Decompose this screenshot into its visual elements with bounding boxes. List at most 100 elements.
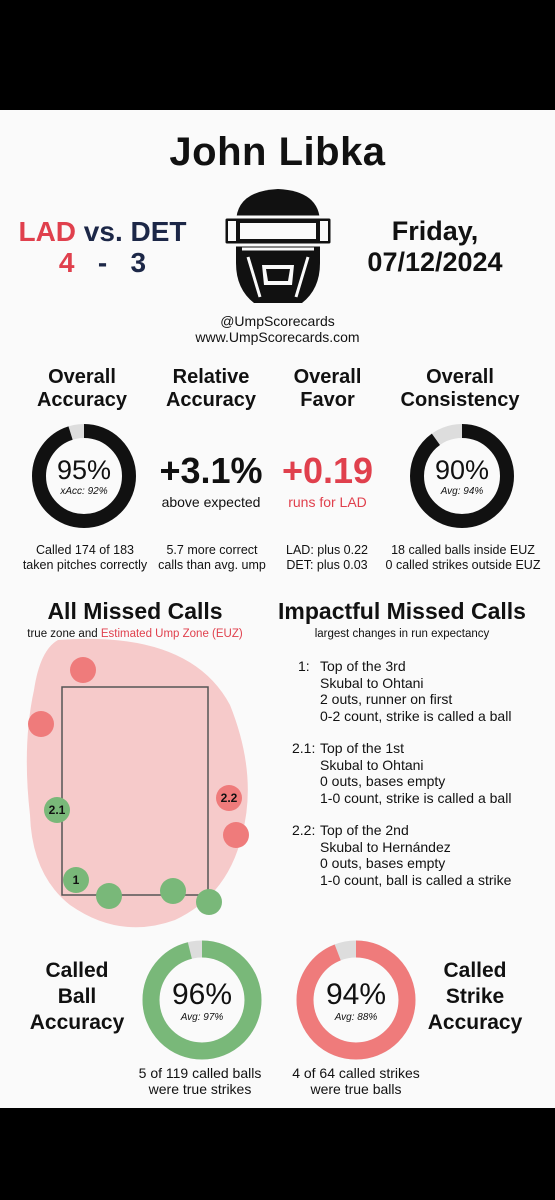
umpire-mask-icon — [222, 189, 334, 303]
heading-line: Overall — [293, 366, 362, 388]
call-line: 2 outs, runner on first — [320, 691, 453, 707]
impactful-call-2-2: 2.2: Top of the 2nd Skubal to Hernández … — [292, 822, 548, 888]
call-line: 0 outs, bases empty — [320, 855, 446, 871]
heading-line: Accuracy — [427, 1011, 523, 1034]
overall-favor-sub: runs for LAD — [288, 494, 367, 510]
called-strike-note: 4 of 64 called strikes were true balls — [276, 1065, 436, 1097]
call-line: 1-0 count, ball is called a strike — [320, 871, 512, 888]
note-line: LAD: plus 0.22 — [286, 543, 368, 557]
home-team: DET — [130, 216, 187, 247]
away-score: 4 — [58, 247, 75, 278]
called-ball-sub: Avg: 97% — [180, 1012, 224, 1023]
twitter-handle: @UmpScorecards — [220, 313, 335, 329]
called-strike-sub: Avg: 88% — [334, 1012, 378, 1023]
relative-accuracy-sub: above expected — [161, 494, 261, 510]
ring-arc — [410, 424, 514, 528]
umpire-name: John Libka — [169, 130, 386, 174]
call-number: 1: — [298, 658, 310, 674]
missed-ball-dot — [70, 657, 96, 683]
missed-strike-dot — [196, 889, 222, 915]
vs-text: vs. — [83, 216, 123, 247]
missed-call-dot-2-2 — [216, 785, 242, 811]
overall-favor-value: +0.19 — [281, 450, 374, 491]
overall-consistency-heading: Overall Consistency — [390, 366, 530, 412]
called-strike-value: 94% — [325, 978, 387, 1011]
heading-line: Favor — [300, 389, 355, 411]
missed-ball-dot — [28, 711, 54, 737]
game-date-value: 07/12/2024 — [367, 247, 503, 277]
missed-calls-title: All Missed Calls — [47, 598, 223, 624]
home-score: 3 — [130, 247, 147, 278]
ring-arc — [32, 424, 136, 528]
impactful-title: Impactful Missed Calls — [278, 598, 526, 624]
away-team: LAD — [18, 216, 77, 247]
impactful-call-2-1: 2.1: Top of the 1st Skubal to Ohtani 0 o… — [292, 740, 548, 806]
called-ball-note: 5 of 119 called balls were true strikes — [120, 1065, 280, 1097]
heading-line: Ball — [57, 985, 97, 1008]
note-line: were true strikes — [148, 1081, 252, 1097]
impactful-subtitle: largest changes in run expectancy — [314, 628, 490, 640]
overall-consistency-ring — [410, 424, 514, 528]
heading-line: Called — [45, 959, 109, 982]
dot-label: 2.1 — [49, 803, 66, 817]
scorecard: John Libka LAD vs. DET 4 - 3 Friday, 07/… — [0, 110, 555, 1108]
heading-line: Accuracy — [36, 389, 128, 411]
note-line: Called 174 of 183 — [36, 543, 134, 557]
call-line: 1-0 count, strike is called a ball — [320, 789, 512, 806]
overall-consistency-value: 90% — [434, 455, 490, 485]
call-line: Skubal to Hernández — [320, 838, 451, 855]
overall-accuracy-note: Called 174 of 183 taken pitches correctl… — [10, 543, 160, 573]
called-strike-center: 94% Avg: 88% — [294, 978, 418, 1023]
impactful-call-1: 1: Top of the 3rd Skubal to Ohtani 2 out… — [298, 658, 548, 724]
heading-line: Accuracy — [165, 389, 257, 411]
subtitle-euz: Estimated Ump Zone (EUZ) — [100, 628, 243, 640]
game-date: Friday, 07/12/2024 — [345, 216, 525, 278]
note-line: were true balls — [310, 1081, 402, 1097]
relative-accuracy-heading: Relative Accuracy — [150, 366, 272, 412]
handles: @UmpScorecards www.UmpScorecards.com — [0, 313, 555, 345]
overall-accuracy-ring — [32, 424, 136, 528]
missed-call-dot-1 — [63, 867, 89, 893]
dot-label: 2.2 — [221, 791, 238, 805]
called-ball-value: 96% — [171, 978, 233, 1011]
subtitle-true-zone: true zone and — [27, 628, 98, 640]
overall-favor-heading: Overall Favor — [275, 366, 380, 412]
missed-strike-dot — [160, 878, 186, 904]
relative-accuracy-value: +3.1% — [159, 450, 263, 491]
overall-consistency-center: 90% Avg: 94% — [408, 455, 516, 497]
ring-arc — [296, 940, 416, 1060]
true-zone — [61, 686, 209, 896]
called-ball-center: 96% Avg: 97% — [140, 978, 264, 1023]
missed-call-dot-2-1 — [44, 797, 70, 823]
relative-accuracy-note: 5.7 more correct calls than avg. ump — [152, 543, 272, 573]
website: www.UmpScorecards.com — [195, 329, 360, 345]
heading-line: Strike — [445, 985, 505, 1008]
ring-arc — [142, 940, 262, 1060]
score-dash: - — [97, 247, 108, 278]
heading-line: Accuracy — [29, 1011, 125, 1034]
note-line: 4 of 64 called strikes — [292, 1065, 420, 1081]
note-line: taken pitches correctly — [22, 558, 148, 572]
note-line: 0 called strikes outside EUZ — [385, 558, 541, 572]
missed-ball-dot — [223, 822, 249, 848]
call-line: Top of the 1st — [320, 740, 405, 756]
note-line: 18 called balls inside EUZ — [391, 543, 535, 557]
called-ball-heading: Called Ball Accuracy — [18, 958, 136, 1036]
missed-calls-plot: 2.1 2.2 1 — [26, 638, 249, 928]
overall-consistency-sub: Avg: 94% — [440, 486, 484, 497]
call-line: Skubal to Ohtani — [320, 756, 424, 773]
heading-line: Consistency — [400, 389, 520, 411]
overall-accuracy-value: 95% — [56, 455, 112, 485]
note-line: 5 of 119 called balls — [138, 1065, 262, 1081]
heading-line: Relative — [172, 366, 250, 388]
heading-line: Overall — [426, 366, 494, 388]
overall-accuracy-sub: xAcc: 92% — [60, 486, 108, 497]
missed-calls-subtitle: true zone and Estimated Ump Zone (EUZ) — [10, 628, 260, 640]
call-line: Top of the 2nd — [320, 822, 409, 838]
matchup: LAD vs. DET 4 - 3 — [0, 216, 205, 278]
overall-accuracy-heading: Overall Accuracy — [22, 366, 142, 412]
called-ball-ring — [142, 940, 262, 1060]
call-number: 2.1: — [292, 740, 316, 756]
call-line: 0 outs, bases empty — [320, 773, 446, 789]
call-number: 2.2: — [292, 822, 316, 838]
